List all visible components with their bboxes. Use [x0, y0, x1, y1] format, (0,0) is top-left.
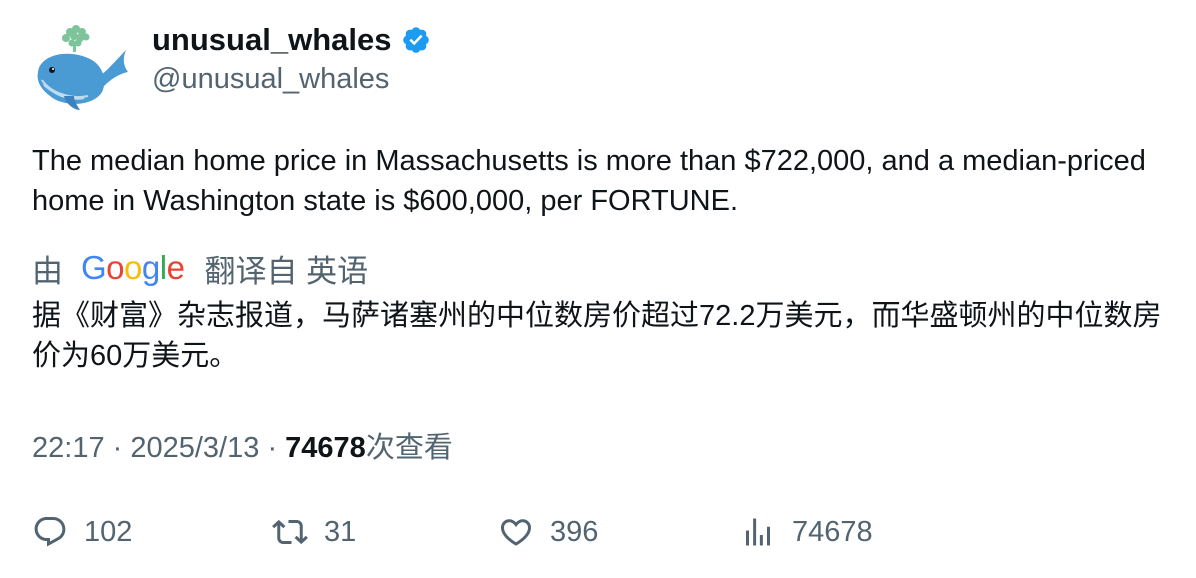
translation-source-label: 翻译自 英语	[204, 253, 369, 289]
tweet-time[interactable]: 22:17	[32, 432, 105, 464]
author-display-name[interactable]: unusual_whales	[152, 22, 431, 58]
author-handle[interactable]: @unusual_whales	[152, 63, 390, 95]
views-button[interactable]: 74678	[740, 510, 873, 554]
avatar[interactable]	[30, 24, 130, 114]
translation-by-label: 由	[32, 253, 63, 289]
translation-attribution[interactable]: 由 Google 翻译自 英语	[32, 246, 368, 290]
retweet-icon	[272, 519, 308, 545]
meta-separator: ·	[267, 432, 286, 464]
translated-text: 据《财富》杂志报道，马萨诸塞州的中位数房价超过72.2万美元，而华盛顿州的中位数…	[32, 300, 1162, 372]
tweet-meta: 22:17 · 2025/3/13 · 74678次查看	[32, 424, 453, 466]
heart-icon	[500, 519, 532, 546]
retweet-count: 31	[324, 515, 357, 548]
views-label: 次查看	[365, 432, 453, 464]
retweet-button[interactable]: 31	[272, 510, 356, 554]
analytics-icon	[746, 518, 770, 546]
views-action-count: 74678	[792, 515, 873, 548]
like-button[interactable]: 396	[498, 510, 598, 554]
reply-button[interactable]: 102	[32, 510, 132, 554]
action-bar: 102 31 396 74678	[32, 510, 1172, 554]
author-name-text: unusual_whales	[152, 22, 392, 57]
verified-badge-icon[interactable]	[401, 25, 431, 55]
tweet-date[interactable]: 2025/3/13	[130, 432, 260, 464]
whale-avatar-icon	[37, 25, 128, 110]
like-count: 396	[550, 515, 599, 548]
views-count: 74678	[285, 432, 366, 464]
meta-separator: ·	[112, 432, 131, 464]
reply-count: 102	[84, 515, 133, 548]
google-logo: Google	[81, 249, 185, 286]
reply-icon	[34, 517, 66, 547]
tweet-text: The median home price in Massachusetts i…	[32, 145, 1146, 217]
